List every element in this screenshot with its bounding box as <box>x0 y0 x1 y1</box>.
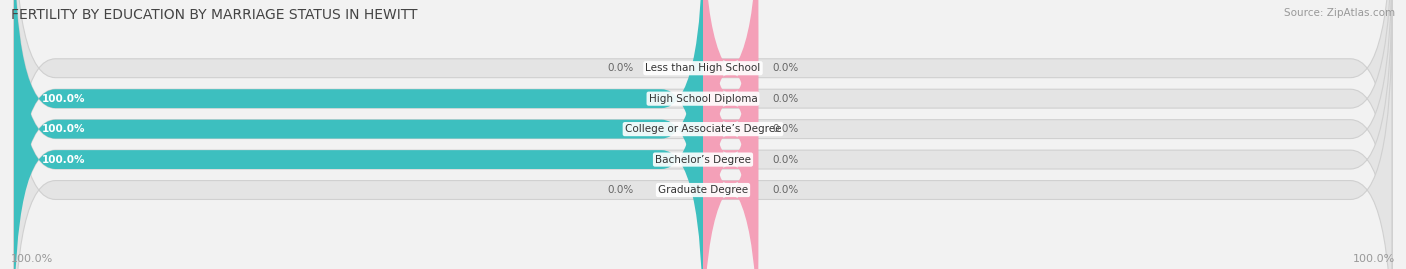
Text: 0.0%: 0.0% <box>772 63 799 73</box>
Text: 100.0%: 100.0% <box>42 94 86 104</box>
Text: High School Diploma: High School Diploma <box>648 94 758 104</box>
Text: Source: ZipAtlas.com: Source: ZipAtlas.com <box>1284 8 1395 18</box>
Text: College or Associate’s Degree: College or Associate’s Degree <box>624 124 782 134</box>
Text: 100.0%: 100.0% <box>11 254 53 264</box>
Text: 100.0%: 100.0% <box>42 124 86 134</box>
FancyBboxPatch shape <box>703 0 758 269</box>
Text: 0.0%: 0.0% <box>772 185 799 195</box>
FancyBboxPatch shape <box>14 17 1392 269</box>
Text: Less than High School: Less than High School <box>645 63 761 73</box>
Text: 0.0%: 0.0% <box>772 155 799 165</box>
Text: 0.0%: 0.0% <box>607 185 634 195</box>
Text: 100.0%: 100.0% <box>42 155 86 165</box>
FancyBboxPatch shape <box>14 0 1392 269</box>
FancyBboxPatch shape <box>703 0 758 242</box>
Text: 0.0%: 0.0% <box>772 124 799 134</box>
FancyBboxPatch shape <box>14 0 1392 269</box>
FancyBboxPatch shape <box>703 17 758 269</box>
Text: Graduate Degree: Graduate Degree <box>658 185 748 195</box>
FancyBboxPatch shape <box>703 0 758 269</box>
Text: 0.0%: 0.0% <box>772 94 799 104</box>
Text: Bachelor’s Degree: Bachelor’s Degree <box>655 155 751 165</box>
Text: 0.0%: 0.0% <box>607 63 634 73</box>
FancyBboxPatch shape <box>14 0 703 269</box>
FancyBboxPatch shape <box>14 0 703 269</box>
FancyBboxPatch shape <box>14 0 1392 269</box>
Text: FERTILITY BY EDUCATION BY MARRIAGE STATUS IN HEWITT: FERTILITY BY EDUCATION BY MARRIAGE STATU… <box>11 8 418 22</box>
FancyBboxPatch shape <box>14 0 703 269</box>
FancyBboxPatch shape <box>14 0 1392 242</box>
Text: 100.0%: 100.0% <box>1353 254 1395 264</box>
FancyBboxPatch shape <box>703 0 758 269</box>
